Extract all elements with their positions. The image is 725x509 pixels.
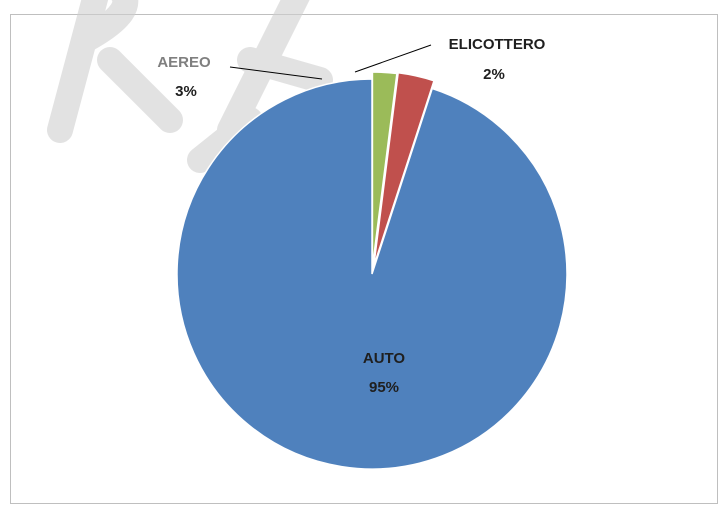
pie-slice-auto <box>176 78 568 470</box>
pie-slice-aereo <box>373 71 435 267</box>
aereo-leader-line <box>229 66 323 80</box>
slice-label-elicottero: ELICOTTERO <box>449 36 546 53</box>
pie-slices <box>176 71 568 470</box>
slice-value-aereo: 3% <box>175 83 197 100</box>
slice-label-aereo: AEREO <box>157 54 211 71</box>
slice-value-auto: 95% <box>369 379 399 396</box>
watermark <box>47 0 333 173</box>
pie-slice-elicottero <box>371 71 398 268</box>
pie-labels: AUTO 95% AEREO 3% ELICOTTERO 2% <box>157 36 545 396</box>
slice-label-auto: AUTO <box>363 350 406 367</box>
elicottero-leader-line <box>354 44 432 73</box>
slice-value-elicottero: 2% <box>483 66 505 83</box>
